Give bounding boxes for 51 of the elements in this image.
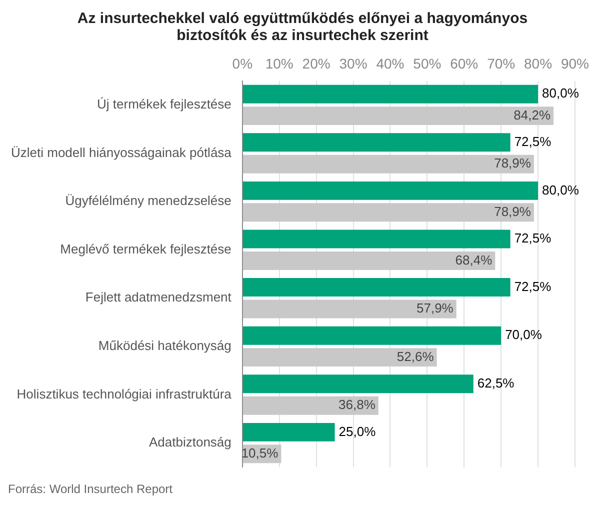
text: Forrás: World Insurtech Report [8,482,174,496]
data-label: 10,5% [241,445,279,460]
bar [242,251,496,270]
x-tick-label: 40% [376,55,404,72]
data-label: 36,8% [338,397,376,412]
bar [242,326,502,345]
bar [242,230,510,248]
data-label: 57,9% [416,300,454,316]
y-tick-label: Üzleti modell hiányosságainak pótlása [10,144,232,160]
data-label: 72,5% [514,230,552,246]
bar [242,374,474,394]
data-label: 62,5% [477,375,515,390]
x-tick-label: 60% [450,55,478,72]
y-tick-label: Adatbiztonság [148,434,232,450]
x-tick-label: 90% [560,55,590,72]
x-tick-label: 0% [232,55,253,72]
bar [242,300,456,318]
x-tick-label: 20% [302,55,330,72]
y-tick-label: Fejlett adatmenedzsment [85,290,232,305]
data-label: 78,9% [494,204,532,219]
y-tick-label: Ügyfélélmény menedzselése [65,193,232,208]
bar [242,422,335,442]
bar [242,154,534,174]
data-label: 72,5% [514,134,552,149]
bar [242,278,510,297]
bar [242,348,437,367]
data-label: 78,9% [494,156,532,171]
data-label: 25,0% [338,424,376,439]
data-label: 52,6% [396,348,434,364]
bar [242,203,534,222]
y-tick-label: Működési hatékonyság [98,338,232,354]
y-tick-label: Új termékek fejlesztése [97,96,232,112]
data-label: 70,0% [505,327,542,342]
x-tick-label: 80% [524,55,552,72]
data-label: 84,2% [514,107,551,122]
x-tick-label: 30% [339,55,368,72]
x-tick-label: 50% [413,55,442,72]
data-label: 72,5% [514,278,552,294]
bar [242,84,538,104]
chart-title: Az insurtechekkel való együttműködés előnyei a hagyományos biztosítók és az insurtechek szerint [76,9,529,46]
bar [242,133,510,152]
data-label: 68,4% [455,252,493,268]
data-label: 80,0% [542,86,580,101]
x-tick-label: 10% [265,55,294,72]
data-label: 80,0% [542,182,580,198]
bar [242,181,538,200]
bar [242,396,378,415]
x-tick-label: 70% [487,55,516,72]
y-tick-label: Meglévő termékek fejlesztése [60,241,232,256]
y-tick-label: Holisztikus technológiai infrastruktúra [16,386,232,402]
bar [242,106,554,126]
